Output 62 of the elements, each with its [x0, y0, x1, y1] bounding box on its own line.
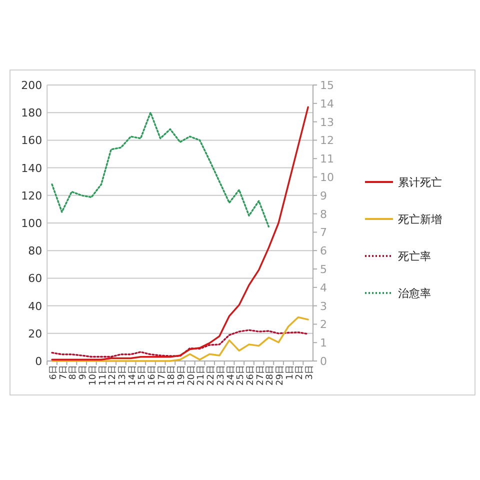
legend-label: 累计死亡 — [398, 176, 442, 189]
x-tick-label: 13日 — [118, 365, 128, 386]
x-tick-label: 22日 — [206, 365, 217, 386]
y2-tick-label: 1 — [320, 336, 327, 350]
x-tick-label: 8日 — [68, 365, 79, 380]
y2-tick-label: 2 — [320, 318, 327, 332]
x-tick-label: 17日 — [157, 365, 168, 386]
y2-tick-label: 15 — [320, 79, 334, 92]
x-tick-label: 7日 — [58, 365, 69, 380]
line-series — [51, 329, 309, 358]
y-tick-label: 60 — [28, 272, 42, 286]
x-tick-label: 29日 — [276, 365, 286, 386]
x-tick-label: 10日 — [88, 365, 98, 386]
y-tick-label: 140 — [21, 162, 42, 175]
y-tick-label: 100 — [21, 217, 42, 230]
y2-tick-label: 12 — [320, 134, 334, 148]
y2-tick-label: 9 — [320, 189, 327, 202]
x-tick-label: 12日 — [108, 365, 118, 386]
x-tick-label: 2日 — [295, 365, 306, 380]
x-tick-label: 26日 — [246, 365, 256, 386]
y-tick-label: 200 — [21, 79, 42, 92]
y2-tick-label: 14 — [320, 97, 334, 110]
x-tick-label: 1日 — [285, 365, 296, 380]
line-series — [51, 106, 309, 360]
legend-label: 治愈率 — [398, 287, 431, 300]
x-tick-label: 3日 — [305, 365, 316, 380]
y2-tick-label: 8 — [320, 208, 327, 221]
y2-tick-label: 0 — [320, 355, 327, 368]
y-tick-label: 180 — [21, 106, 42, 120]
y2-tick-label: 10 — [320, 171, 334, 184]
y2-tick-label: 13 — [320, 116, 334, 129]
x-tick-label: 27日 — [256, 365, 266, 386]
x-tick-label: 19日 — [177, 365, 188, 386]
x-tick-label: 20日 — [186, 365, 197, 386]
x-tick-label: 24日 — [226, 365, 236, 386]
y2-tick-label: 4 — [320, 281, 327, 294]
legend-label: 死亡率 — [398, 250, 431, 263]
line-series — [51, 316, 309, 362]
x-tick-label: 16日 — [148, 365, 158, 386]
x-tick-label: 11日 — [98, 365, 108, 386]
y-tick-label: 120 — [21, 189, 42, 202]
x-tick-label: 6日 — [49, 365, 60, 380]
x-tick-label: 21日 — [196, 365, 207, 386]
line-series — [51, 112, 270, 228]
x-tick-label: 23日 — [216, 365, 226, 386]
y2-tick-label: 5 — [320, 263, 327, 276]
x-tick-label: 14日 — [128, 365, 138, 386]
y-tick-label: 80 — [28, 244, 42, 258]
y-tick-label: 40 — [28, 300, 42, 313]
y-tick-label: 0 — [35, 355, 42, 368]
x-tick-label: 25日 — [236, 365, 246, 386]
x-tick-label: 28日 — [266, 365, 276, 386]
y2-tick-label: 3 — [320, 300, 327, 313]
y2-tick-label: 7 — [320, 226, 327, 240]
legend-label: 死亡新增 — [398, 213, 442, 226]
y-tick-label: 20 — [28, 327, 42, 340]
x-tick-label: 9日 — [78, 365, 89, 380]
y-tick-label: 160 — [21, 134, 42, 148]
y2-tick-label: 11 — [320, 152, 334, 166]
x-tick-label: 18日 — [167, 365, 178, 386]
y2-tick-label: 6 — [320, 244, 327, 258]
x-tick-label: 15日 — [138, 365, 148, 386]
